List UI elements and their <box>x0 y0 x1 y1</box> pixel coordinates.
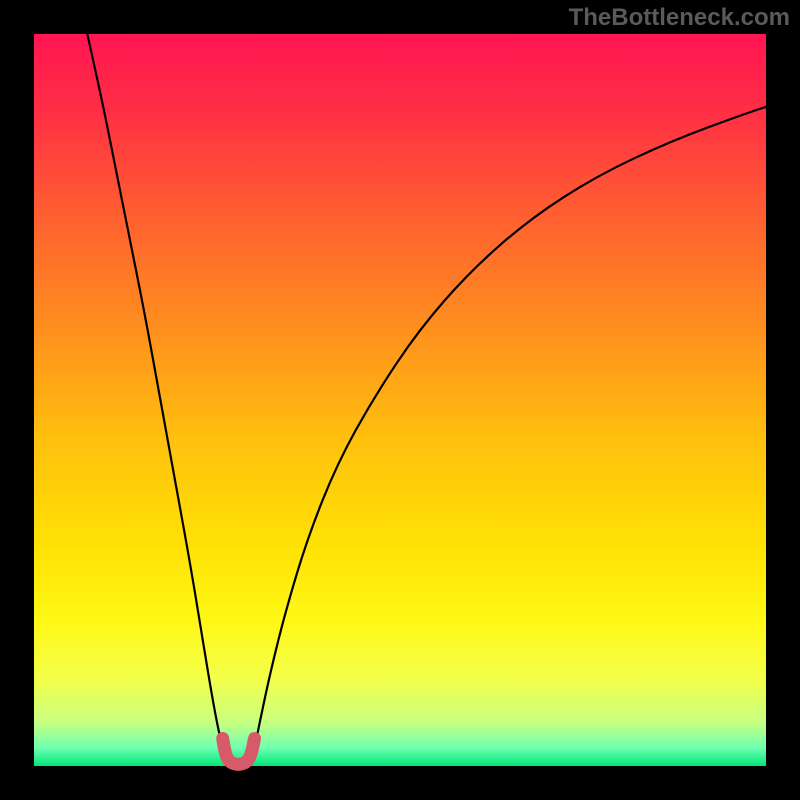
stage: TheBottleneck.com <box>0 0 800 800</box>
plot-frame <box>30 30 770 770</box>
watermark-text: TheBottleneck.com <box>569 4 790 32</box>
plot-svg <box>34 34 774 774</box>
curve-notch-u <box>223 738 255 764</box>
curve-left-branch <box>87 34 222 748</box>
curve-right-branch <box>255 104 774 748</box>
